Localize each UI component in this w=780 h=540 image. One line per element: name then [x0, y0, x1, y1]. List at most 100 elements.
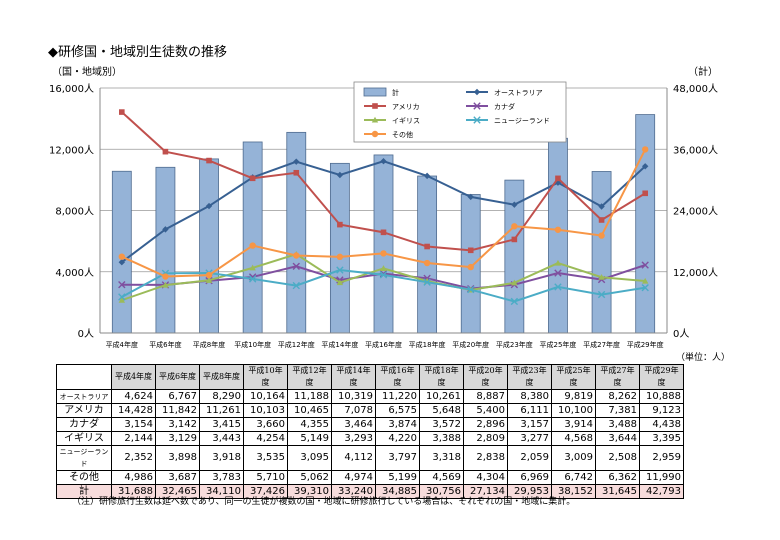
table-cell: 4,986	[111, 470, 156, 485]
point-stroke	[336, 266, 344, 274]
point	[510, 297, 519, 306]
footnote: （注）研修旅行生数は延べ数であり、同一の生徒が複数の国・地域に研修旅行している場…	[72, 497, 576, 507]
point	[641, 283, 649, 292]
point	[511, 201, 518, 208]
legend-label: その他	[392, 130, 413, 139]
table-cell: 2,838	[463, 445, 508, 471]
right-tick-label: 0人	[673, 328, 689, 340]
table-cell: 42,793	[639, 484, 684, 499]
point	[292, 281, 300, 290]
table-cell: 10,164	[243, 389, 288, 404]
table-cell: 7,078	[331, 403, 376, 418]
table-header-cell: 平成8年度	[199, 364, 244, 390]
table-cell: 4,438	[639, 417, 684, 432]
table-cell: 10,103	[243, 403, 288, 418]
table-cell: 3,095	[287, 445, 332, 471]
point	[555, 175, 561, 182]
table-cell: 6,767	[155, 389, 200, 404]
bar	[111, 170, 132, 334]
table-row: その他 4,986 3,687 3,783 5,710 5,062 4,974 5,199 4,…	[56, 470, 684, 485]
table-header-cell: 平成29年度	[639, 364, 684, 390]
line-series	[118, 109, 649, 306]
point	[597, 290, 606, 299]
table-cell: 2,809	[463, 431, 508, 446]
table-cell: 6,362	[595, 470, 640, 485]
bar	[548, 137, 568, 334]
legend-label: イギリス	[392, 117, 420, 125]
x-tick-label: 平成25年度	[540, 340, 577, 349]
row-header: その他	[56, 470, 112, 485]
table-cell: 2,144	[111, 431, 156, 446]
table-row: オーストラリア 4,624 6,767 8,290 10,164 11,188 10,319…	[56, 389, 684, 404]
table-cell: 11,220	[375, 389, 420, 404]
point	[467, 247, 474, 254]
table-cell: 34,110	[199, 484, 244, 499]
x-tick-label: 平成23年度	[496, 340, 533, 349]
table-cell: 2,059	[507, 445, 552, 471]
table-cell: 29,953	[507, 484, 552, 499]
chart-title: ◆研修国・地域別生徒数の推移	[48, 45, 227, 60]
table-cell: 2,352	[111, 445, 156, 471]
point-stroke	[423, 278, 431, 286]
x-tick-label: 平成29年度	[627, 340, 664, 349]
table-cell: 3,388	[419, 431, 464, 446]
table-cell: 3,129	[155, 431, 200, 446]
point	[641, 277, 649, 284]
table-cell: 10,100	[551, 403, 596, 418]
table-cell: 4,220	[375, 431, 420, 446]
left-axis-label: （国・地域別）	[52, 67, 122, 78]
table-cell: 3,488	[595, 417, 640, 432]
bar	[591, 171, 612, 334]
table-cell: 4,624	[111, 389, 156, 404]
table-cell: 3,415	[199, 417, 244, 432]
table-header-cell: 平成27年度	[595, 364, 640, 390]
table-cell: 4,974	[331, 470, 376, 485]
table-row: 計 31,688 32,465 34,110 37,426 39,310 33,240 34,…	[56, 484, 684, 499]
point	[372, 103, 378, 109]
table-header-cell: 平成16年度	[375, 364, 420, 390]
point-stroke	[554, 269, 562, 277]
axes: 0人 0人 4,000人 12,000人 8,000人 24,000人 12,000人 36,…	[49, 83, 718, 349]
left-tick-label: 0人	[78, 328, 94, 340]
point	[473, 88, 481, 96]
point-stroke	[473, 116, 481, 124]
table-cell: 9,819	[551, 389, 596, 404]
point	[371, 130, 379, 138]
table-cell: 14,428	[111, 403, 156, 418]
bar	[329, 162, 350, 334]
table-cell: 6,111	[507, 403, 552, 418]
point	[641, 146, 649, 153]
table-cell: 6,969	[507, 470, 552, 485]
point	[336, 266, 344, 274]
table-cell: 2,896	[463, 417, 508, 432]
table-cell: 31,645	[595, 484, 640, 499]
table-cell: 5,149	[287, 431, 332, 446]
bar-series-total	[111, 114, 656, 334]
table-header-row: 平成4年度 平成6年度 平成8年度 平成10年度 平成12年度 平成14年度 平成16年度平…	[56, 364, 684, 390]
bar	[155, 166, 176, 334]
table-cell: 34,885	[375, 484, 420, 499]
table-cell: 27,134	[463, 484, 508, 499]
table-cell: 3,660	[243, 417, 288, 432]
left-tick-label: 12,000人	[49, 144, 94, 156]
point	[162, 281, 169, 288]
table-cell: 8,887	[463, 389, 508, 404]
x-tick-label: 平成27年度	[583, 340, 620, 349]
x-tick-label: 平成8年度	[193, 340, 225, 349]
right-tick-label: 48,000人	[673, 83, 718, 95]
table-header-cell: 平成10年度	[243, 364, 288, 390]
point	[337, 221, 343, 228]
table-cell: 3,157	[507, 417, 552, 432]
table-cell: 3,572	[419, 417, 464, 432]
point	[118, 281, 126, 289]
point-stroke	[597, 290, 606, 299]
right-tick-label: 36,000人	[673, 144, 718, 156]
point	[249, 175, 256, 182]
x-tick-label: 平成12年度	[278, 340, 315, 349]
point	[380, 250, 387, 257]
unit-note: （単位：人）	[676, 353, 731, 363]
table-cell: 38,152	[551, 484, 596, 499]
table-cell: 5,400	[463, 403, 508, 418]
table-corner	[56, 364, 112, 390]
point	[380, 265, 387, 271]
